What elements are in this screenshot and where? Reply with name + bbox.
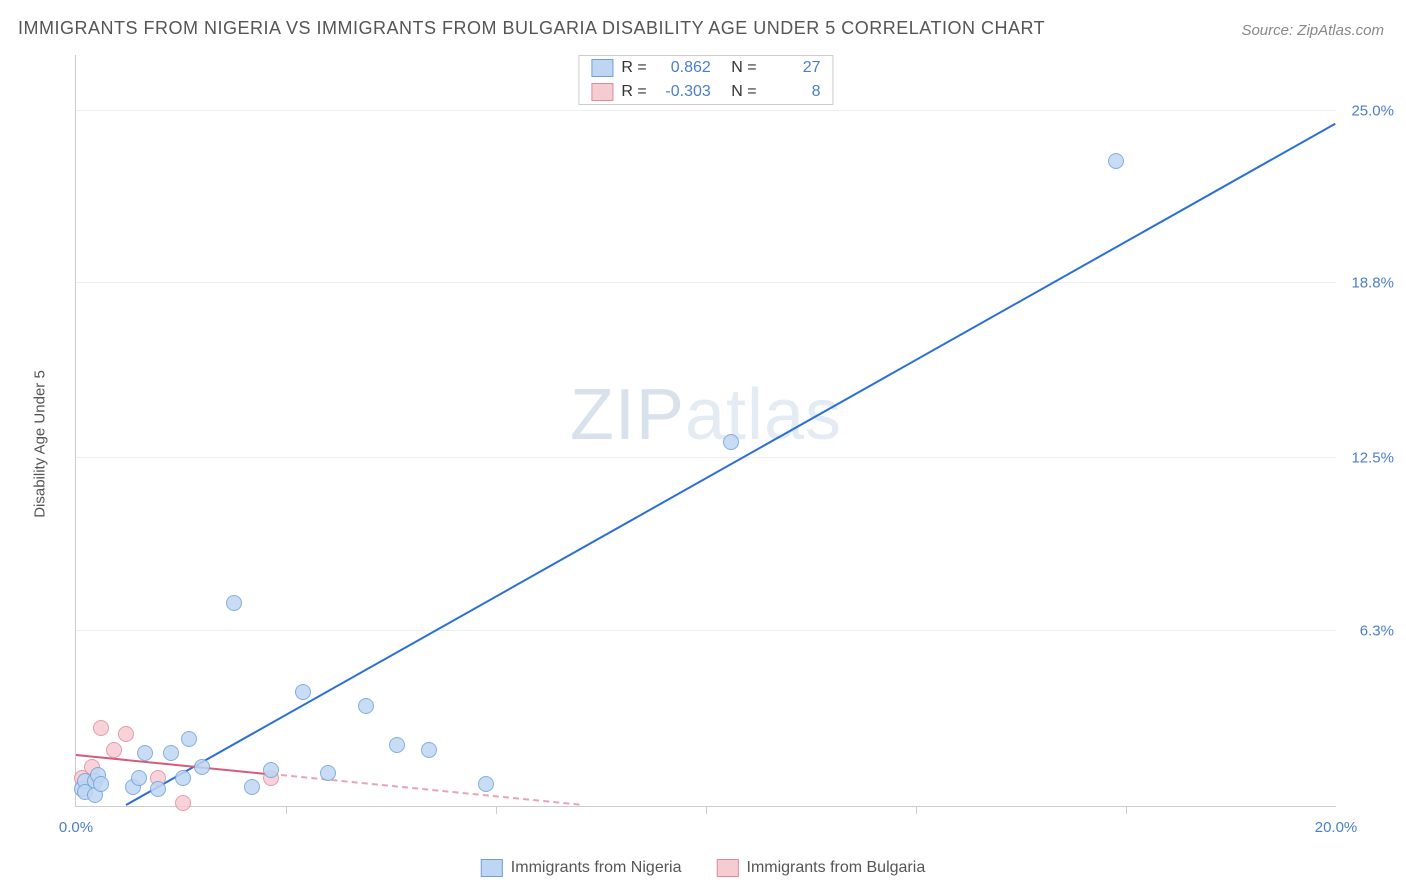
swatch-bulgaria xyxy=(591,83,613,101)
x-tick xyxy=(286,806,287,814)
trend-line xyxy=(126,123,1337,806)
x-tick xyxy=(496,806,497,814)
stat-legend: R = 0.862 N = 27 R = -0.303 N = 8 xyxy=(578,55,833,105)
chart-area: Disability Age Under 5 ZIPatlas R = 0.86… xyxy=(50,55,1386,832)
chart-title: IMMIGRANTS FROM NIGERIA VS IMMIGRANTS FR… xyxy=(18,18,1045,39)
n-value-nigeria: 27 xyxy=(765,59,821,77)
data-point xyxy=(295,684,311,700)
gridline xyxy=(76,630,1336,631)
watermark: ZIPatlas xyxy=(570,374,842,456)
x-tick xyxy=(916,806,917,814)
legend-label-bulgaria: Immigrants from Bulgaria xyxy=(746,859,925,877)
data-point xyxy=(478,776,494,792)
y-tick-label: 12.5% xyxy=(1351,450,1394,467)
data-point xyxy=(723,434,739,450)
trend-line xyxy=(271,773,580,806)
data-point xyxy=(93,720,109,736)
n-label: N = xyxy=(731,59,756,77)
data-point xyxy=(175,795,191,811)
data-point xyxy=(106,742,122,758)
y-axis-label: Disability Age Under 5 xyxy=(32,370,49,518)
data-point xyxy=(131,770,147,786)
legend-item-nigeria: Immigrants from Nigeria xyxy=(481,859,682,877)
r-value-bulgaria: -0.303 xyxy=(655,83,711,101)
n-value-bulgaria: 8 xyxy=(765,83,821,101)
data-point xyxy=(244,779,260,795)
gridline xyxy=(76,457,1336,458)
data-point xyxy=(421,742,437,758)
r-value-nigeria: 0.862 xyxy=(655,59,711,77)
data-point xyxy=(175,770,191,786)
legend-label-nigeria: Immigrants from Nigeria xyxy=(511,859,682,877)
swatch-nigeria xyxy=(481,859,503,877)
swatch-nigeria xyxy=(591,59,613,77)
data-point xyxy=(358,698,374,714)
n-label: N = xyxy=(731,83,756,101)
r-label: R = xyxy=(621,83,646,101)
data-point xyxy=(163,745,179,761)
x-tick xyxy=(706,806,707,814)
gridline xyxy=(76,110,1336,111)
source-label: Source: ZipAtlas.com xyxy=(1241,22,1384,39)
data-point xyxy=(1108,153,1124,169)
x-tick xyxy=(1126,806,1127,814)
data-point xyxy=(263,762,279,778)
gridline xyxy=(76,282,1336,283)
data-point xyxy=(389,737,405,753)
y-tick-label: 18.8% xyxy=(1351,275,1394,292)
watermark-zip: ZIP xyxy=(570,375,685,455)
stat-row-nigeria: R = 0.862 N = 27 xyxy=(579,56,832,80)
y-tick-label: 25.0% xyxy=(1351,102,1394,119)
y-tick-label: 6.3% xyxy=(1360,622,1394,639)
x-tick-label: 20.0% xyxy=(1315,819,1358,836)
plot-region: ZIPatlas R = 0.862 N = 27 R = -0.303 N =… xyxy=(75,55,1336,807)
x-tick-label: 0.0% xyxy=(59,819,93,836)
data-point xyxy=(194,759,210,775)
stat-row-bulgaria: R = -0.303 N = 8 xyxy=(579,80,832,104)
bottom-legend: Immigrants from Nigeria Immigrants from … xyxy=(481,859,925,877)
data-point xyxy=(93,776,109,792)
data-point xyxy=(226,595,242,611)
r-label: R = xyxy=(621,59,646,77)
swatch-bulgaria xyxy=(716,859,738,877)
legend-item-bulgaria: Immigrants from Bulgaria xyxy=(716,859,925,877)
data-point xyxy=(137,745,153,761)
data-point xyxy=(150,781,166,797)
data-point xyxy=(181,731,197,747)
data-point xyxy=(118,726,134,742)
data-point xyxy=(320,765,336,781)
